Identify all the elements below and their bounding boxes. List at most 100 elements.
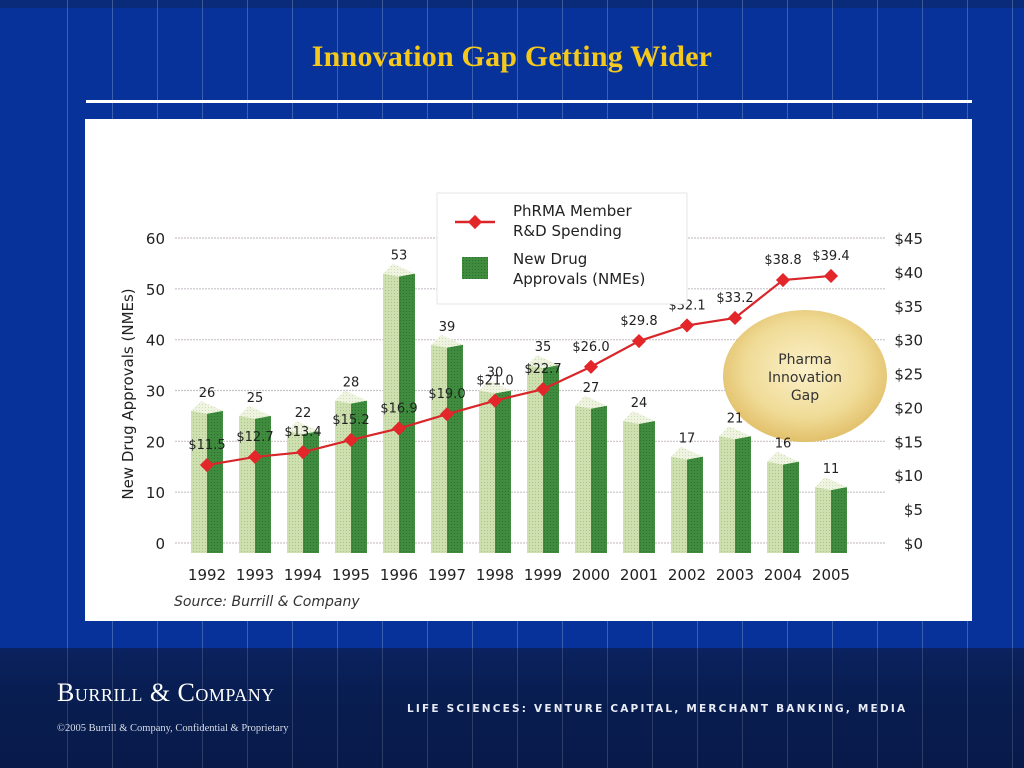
x-tick-label: 1996 — [380, 566, 418, 584]
legend: PhRMA Member R&D Spending New Drug Appro… — [436, 192, 688, 305]
bar-side-face — [687, 456, 703, 553]
line-marker — [199, 457, 215, 473]
line-marker — [343, 432, 359, 448]
bar — [383, 263, 415, 553]
bar-value-label: 25 — [247, 391, 264, 406]
line-marker — [679, 318, 695, 333]
gap-label-line3: Gap — [791, 388, 819, 404]
footer-band — [0, 648, 1024, 768]
left-tick-label: 30 — [146, 383, 165, 401]
bar-front-face — [239, 415, 255, 553]
bar-side-face — [831, 487, 847, 553]
bar-value-label: 24 — [631, 396, 648, 411]
bar-top-face — [527, 355, 559, 369]
bar-top-face — [239, 405, 271, 419]
company-tagline: LIFE SCIENCES: VENTURE CAPITAL, MERCHANT… — [407, 703, 908, 715]
x-tick-label: 2005 — [812, 566, 850, 584]
bar-top-face — [431, 334, 463, 348]
line-value-label: $22.7 — [524, 362, 561, 377]
line-value-label: $38.8 — [764, 253, 801, 268]
bar-top-face — [671, 446, 703, 460]
right-tick-label: $35 — [894, 298, 923, 316]
line-marker — [391, 421, 407, 436]
line-marker — [487, 393, 503, 408]
bar-value-label: 21 — [727, 411, 744, 426]
line-marker — [247, 449, 263, 464]
bar-top-face — [383, 263, 415, 277]
left-tick-label: 60 — [146, 230, 165, 248]
bar-side-face — [303, 431, 319, 553]
left-tick-label: 40 — [146, 332, 165, 350]
line-value-label: $19.0 — [428, 387, 465, 402]
bar-series — [191, 263, 847, 553]
bar-side-face — [255, 415, 271, 553]
x-tick-label: 2001 — [620, 566, 658, 584]
bar-top-face — [287, 421, 319, 435]
bar-front-face — [431, 344, 447, 553]
bar-front-face — [287, 431, 303, 553]
line-value-label: $21.0 — [476, 374, 513, 389]
bar — [671, 446, 703, 553]
bar-top-face — [575, 395, 607, 409]
bar-front-face — [527, 365, 543, 553]
bar-top-face — [191, 400, 223, 414]
line-value-label: $33.2 — [716, 291, 753, 306]
legend-line-label-2: R&D Spending — [513, 222, 622, 240]
x-tick-label: 1997 — [428, 566, 466, 584]
bar-top-face — [335, 390, 367, 404]
legend-bar-swatch — [462, 257, 488, 279]
x-tick-label: 2003 — [716, 566, 754, 584]
bar-side-face — [639, 421, 655, 553]
bar-value-label: 39 — [439, 320, 456, 335]
bar-side-face — [543, 365, 559, 553]
x-tick-label: 1994 — [284, 566, 322, 584]
bar-side-face — [783, 461, 799, 553]
gap-label-line1: Pharma — [778, 352, 832, 368]
x-tick-label: 1995 — [332, 566, 370, 584]
bar-value-label: 17 — [679, 432, 696, 447]
x-tick-label: 2000 — [572, 566, 610, 584]
x-tick-label: 1992 — [188, 566, 226, 584]
bar-top-face — [623, 411, 655, 424]
line-marker — [727, 310, 743, 326]
bar-side-face — [447, 344, 463, 553]
innovation-gap-annotation: Pharma Innovation Gap — [723, 310, 887, 442]
line-marker — [583, 359, 599, 374]
bar-front-face — [623, 421, 639, 553]
bar-top-face — [815, 477, 847, 491]
line-value-label: $26.0 — [572, 340, 609, 355]
line-value-label: $11.5 — [188, 438, 225, 453]
left-tick-label: 50 — [146, 281, 165, 299]
line-marker — [823, 268, 839, 284]
left-axis-ticks: 0 10 20 30 40 50 60 — [146, 230, 165, 553]
bar — [575, 395, 607, 553]
bar — [527, 355, 559, 553]
line-value-label: $29.8 — [620, 314, 657, 329]
bar-front-face — [479, 390, 495, 553]
legend-bar-label-1: New Drug — [513, 250, 587, 268]
line-path — [206, 274, 832, 467]
bar-front-face — [191, 410, 207, 553]
bar-value-label: 28 — [343, 376, 360, 391]
x-axis-ticks: 1992 1993 1994 1995 1996 1997 1998 1999 2000 2001… — [188, 566, 850, 584]
bar — [815, 477, 847, 553]
legend-line-label-1: PhRMA Member — [513, 202, 632, 220]
line-marker — [295, 445, 311, 460]
legend-diamond-swatch — [467, 214, 483, 230]
bar — [767, 451, 799, 553]
line-marker — [535, 382, 551, 397]
bar — [623, 411, 655, 553]
line-value-label: $16.9 — [380, 401, 417, 416]
bar-value-label: 22 — [295, 406, 312, 421]
line-value-label: $15.2 — [332, 413, 369, 428]
right-axis-ticks: $0 $5 $10 $15 $20 $25 $30 $35 $40 $45 — [894, 230, 923, 553]
bar — [239, 405, 271, 553]
bar-value-labels: 26 25 22 28 53 39 30 35 27 24 17 21 16 11 — [199, 249, 840, 478]
left-tick-label: 0 — [155, 535, 165, 553]
bar-value-label: 27 — [583, 381, 600, 396]
line-marker — [775, 272, 791, 288]
bar-front-face — [815, 487, 831, 553]
bar-front-face — [383, 273, 399, 553]
gap-label-line2: Innovation — [768, 370, 842, 386]
